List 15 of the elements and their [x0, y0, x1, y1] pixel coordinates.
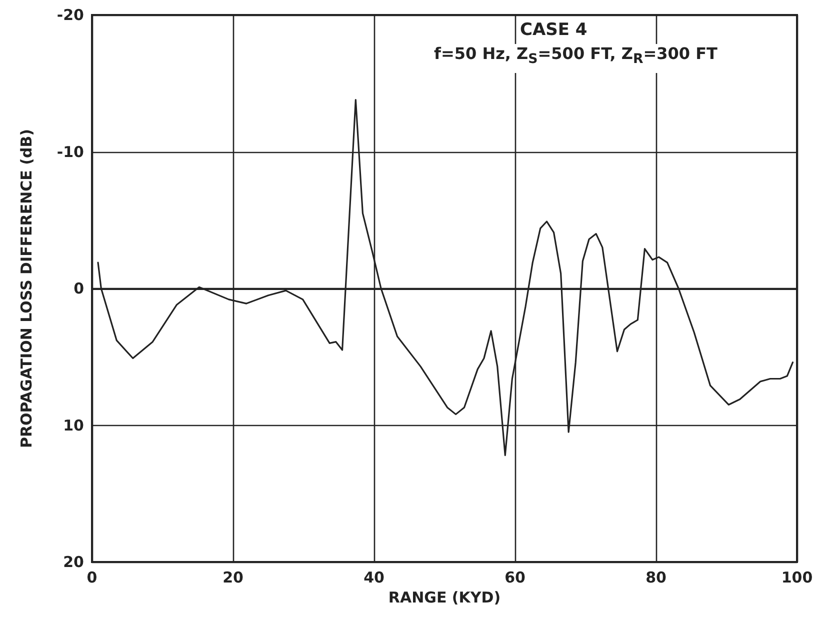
x-tick-label: 80: [646, 568, 666, 586]
y-tick-label: 0: [74, 280, 84, 298]
x-tick-label: 20: [222, 568, 244, 586]
y-tick-label: -10: [56, 142, 84, 161]
y-tick-label: 10: [63, 416, 84, 434]
x-tick-label: 60: [504, 568, 526, 586]
chart-title: CASE 4: [520, 20, 588, 40]
y-axis-title: PROPAGATION LOSS DIFFERENCE (dB): [18, 128, 36, 448]
x-tick-label: 40: [364, 568, 384, 586]
y-tick-label: 20: [63, 553, 84, 571]
y-tick-label: -20: [56, 6, 84, 24]
x-axis-title: RANGE (KYD): [388, 588, 501, 606]
text: f=50 Hz, Z$_{S}$=500 FT, Z$_{R}$=300 FT: [430, 44, 722, 74]
x-tick-label: 100: [781, 568, 813, 586]
x-tick-label: 0: [86, 568, 98, 586]
